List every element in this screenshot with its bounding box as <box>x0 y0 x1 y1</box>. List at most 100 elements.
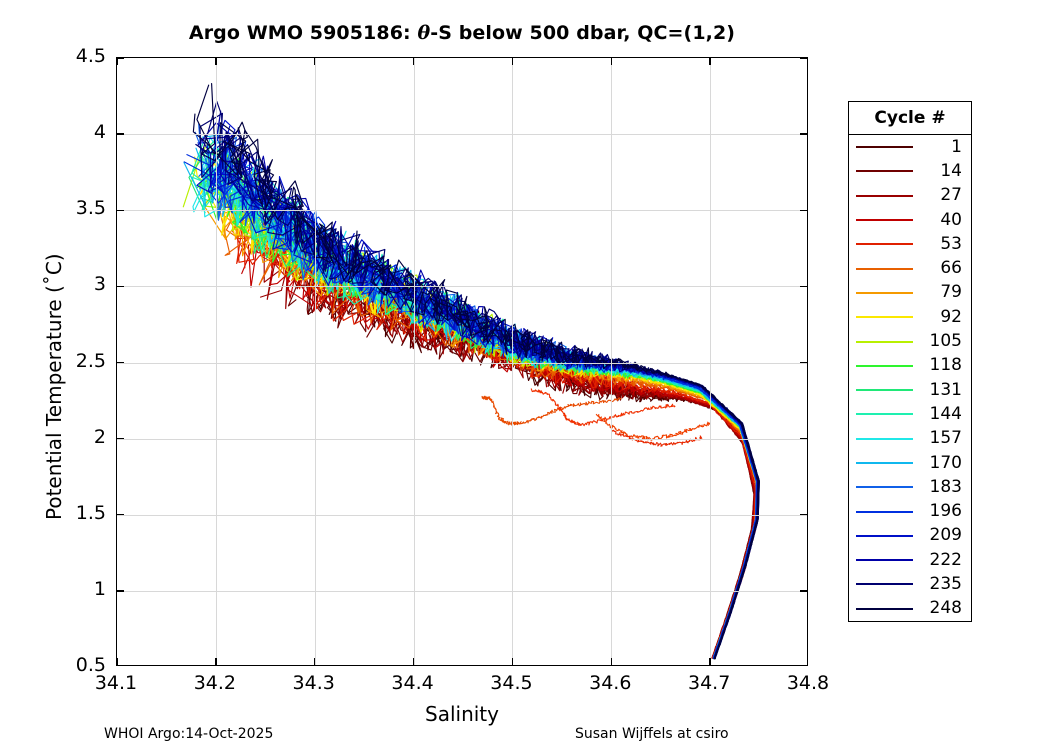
y-tick-label: 1 <box>93 577 106 600</box>
legend-color-swatch <box>856 316 913 319</box>
profile-trace <box>237 223 759 659</box>
x-axis-label: Salinity <box>425 702 499 726</box>
y-tick-label: 4.5 <box>75 45 106 67</box>
y-tick-label: 2.5 <box>75 349 106 372</box>
legend-color-swatch <box>856 364 913 367</box>
legend-color-swatch <box>856 194 913 197</box>
x-tick-label: 34.6 <box>589 672 632 694</box>
gridline-horizontal <box>117 514 807 516</box>
legend-item[interactable]: 157 <box>849 427 971 451</box>
axis-tick <box>117 58 118 65</box>
legend-item-label: 131 <box>929 379 962 400</box>
profile-trace-outlier <box>530 388 676 427</box>
profile-trace <box>217 200 758 658</box>
legend-item-label: 235 <box>929 573 962 594</box>
axis-tick <box>117 58 124 59</box>
legend-item[interactable]: 105 <box>849 329 971 353</box>
axis-tick <box>412 658 415 665</box>
legend-item[interactable]: 209 <box>849 524 971 548</box>
legend-item-label: 157 <box>929 428 962 449</box>
legend-item[interactable]: 222 <box>849 548 971 572</box>
legend-item[interactable]: 92 <box>849 305 971 329</box>
gridline-horizontal <box>117 590 807 592</box>
legend-item-label: 196 <box>929 501 962 522</box>
legend-color-swatch <box>856 607 913 610</box>
profile-trace-outlier <box>611 429 703 447</box>
chart-title: Argo WMO 5905186: θ-S below 500 dbar, QC… <box>116 22 808 44</box>
legend-item[interactable]: 40 <box>849 208 971 232</box>
legend-item[interactable]: 248 <box>849 597 971 621</box>
legend-color-swatch <box>856 486 913 489</box>
legend-item-label: 118 <box>929 355 962 376</box>
legend-color-swatch <box>856 534 913 537</box>
legend-item-list: 1 14 27 40 53 66 79 92 105 118 131 144 157 170 183 196 2… <box>849 135 971 621</box>
axis-tick <box>800 514 807 516</box>
legend-item[interactable]: 79 <box>849 281 971 305</box>
legend-item[interactable]: 144 <box>849 402 971 426</box>
profile-trace <box>297 250 757 659</box>
footnote-left: WHOI Argo:14-Oct-2025 <box>104 726 274 742</box>
legend-item[interactable]: 14 <box>849 159 971 183</box>
axis-tick <box>412 58 415 65</box>
axis-tick <box>117 658 118 665</box>
axis-tick <box>117 133 124 135</box>
profile-trace-outlier <box>481 395 622 426</box>
gridline-vertical <box>314 58 316 665</box>
legend-item[interactable]: 53 <box>849 232 971 256</box>
profile-trace <box>305 262 756 659</box>
legend-item-label: 79 <box>940 282 962 303</box>
gridline-vertical <box>611 58 613 665</box>
axis-tick <box>709 58 711 65</box>
theta-s-scatter-lines <box>182 83 760 660</box>
legend-item[interactable]: 170 <box>849 451 971 475</box>
axis-tick <box>117 209 124 211</box>
profile-trace <box>201 83 759 660</box>
legend-item[interactable]: 131 <box>849 378 971 402</box>
legend-color-swatch <box>856 291 913 294</box>
legend-item-label: 183 <box>929 476 962 497</box>
gridline-horizontal <box>117 210 807 212</box>
legend-item[interactable]: 66 <box>849 256 971 280</box>
legend-color-swatch <box>856 559 913 562</box>
chart-title-prefix: Argo WMO 5905186: <box>188 22 418 44</box>
axis-tick <box>800 285 807 288</box>
axis-tick <box>800 590 807 592</box>
axis-tick <box>117 590 124 592</box>
legend-item-label: 27 <box>940 185 962 206</box>
legend-item-label: 1 <box>951 136 962 157</box>
axis-tick <box>709 658 711 665</box>
axis-tick <box>117 514 124 516</box>
gridline-horizontal <box>117 134 807 136</box>
legend-color-swatch <box>856 340 913 343</box>
axis-tick <box>117 437 124 440</box>
legend-color-swatch <box>856 170 913 173</box>
legend-item[interactable]: 1 <box>849 135 971 159</box>
legend-item-label: 170 <box>929 452 962 473</box>
legend-item-label: 40 <box>940 209 962 230</box>
x-tick-label: 34.7 <box>687 672 731 694</box>
axis-tick <box>215 58 217 65</box>
legend-item[interactable]: 118 <box>849 354 971 378</box>
legend-item-label: 92 <box>940 306 962 327</box>
legend-color-swatch <box>856 437 913 440</box>
gridline-vertical <box>512 58 514 665</box>
legend-color-swatch <box>856 462 913 464</box>
axis-tick <box>610 58 612 65</box>
axis-tick <box>800 58 807 59</box>
legend-item-label: 209 <box>929 525 962 546</box>
axis-tick <box>117 361 124 364</box>
legend-item[interactable]: 235 <box>849 572 971 596</box>
gridline-horizontal <box>117 286 807 288</box>
legend-item-label: 14 <box>940 160 962 181</box>
legend-color-swatch <box>856 219 913 222</box>
legend-item-label: 222 <box>929 549 962 570</box>
axis-tick <box>800 209 807 211</box>
legend-item[interactable]: 27 <box>849 184 971 208</box>
legend-color-swatch <box>856 510 913 513</box>
theta-symbol: θ <box>417 22 431 44</box>
legend-item[interactable]: 196 <box>849 499 971 523</box>
axis-tick <box>800 361 807 364</box>
legend-item[interactable]: 183 <box>849 475 971 499</box>
x-tick-label: 34.5 <box>490 672 533 694</box>
